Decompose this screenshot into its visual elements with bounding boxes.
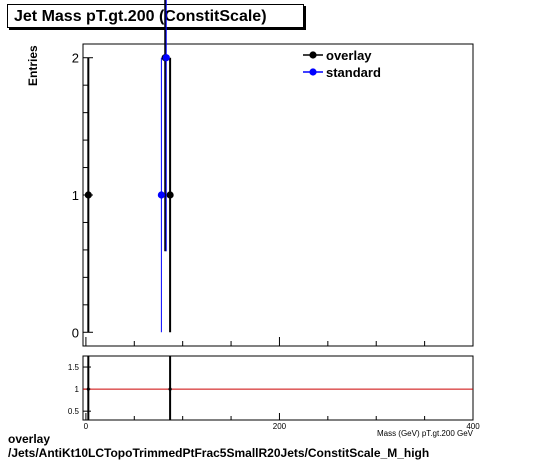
caption-dataset: overlay — [8, 432, 51, 446]
legend-marker-overlay — [309, 51, 317, 59]
main-plot-frame — [82, 43, 474, 347]
ratio-y-tick-label: 1.5 — [68, 363, 80, 372]
x-tick-label: 0 — [84, 422, 89, 431]
overlay-data-point — [84, 191, 92, 199]
legend-marker-standard — [309, 68, 317, 76]
main-plot-pad: 0 1 2 Entries overlay standard — [26, 0, 474, 347]
standard-data-point — [162, 54, 170, 62]
x-tick-label: 200 — [273, 422, 287, 431]
legend-label-standard: standard — [326, 65, 381, 80]
x-tick-label: 400 — [466, 422, 480, 431]
chart-title: Jet Mass pT.gt.200 (ConstitScale) — [7, 4, 304, 28]
y-tick-label: 0 — [72, 325, 79, 340]
overlay-data-point — [166, 191, 174, 199]
ratio-y-tick-label: 1 — [75, 385, 80, 394]
y-tick-label: 2 — [72, 51, 79, 66]
ratio-y-tick-label: 0.5 — [68, 407, 80, 416]
caption-histogram-path: /Jets/AntiKt10LCTopoTrimmedPtFrac5SmallR… — [8, 446, 430, 460]
legend-label-overlay: overlay — [326, 48, 372, 63]
x-axis-label: Mass (GeV) pT.gt.200 GeV — [377, 429, 474, 438]
standard-data-point — [157, 191, 165, 199]
ratio-data-point — [86, 387, 90, 391]
y-tick-label: 1 — [72, 188, 79, 203]
ratio-plot-frame — [82, 355, 474, 421]
y-axis-label: Entries — [26, 45, 40, 86]
ratio-data-point — [168, 387, 172, 391]
